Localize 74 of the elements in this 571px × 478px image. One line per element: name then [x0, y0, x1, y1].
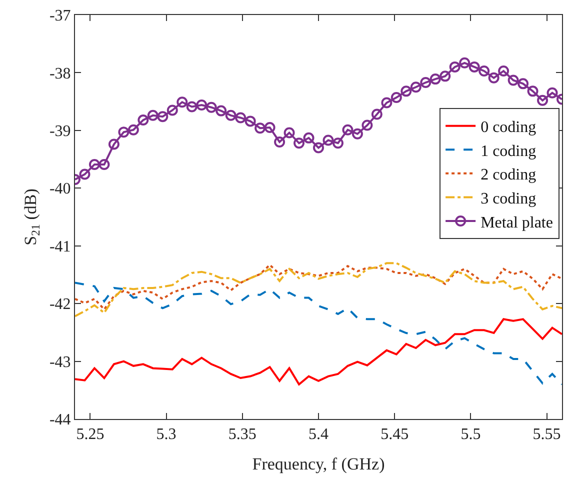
point — [371, 108, 382, 120]
point — [342, 124, 354, 136]
point — [88, 158, 100, 170]
legend-label: Metal plate — [480, 214, 553, 232]
y-tick-label: -37 — [49, 8, 71, 25]
x-tick-label: 5.45 — [380, 426, 409, 444]
x-tick-label: 5.25 — [76, 426, 104, 444]
point — [498, 65, 510, 76]
point — [352, 128, 363, 140]
point — [488, 72, 500, 84]
y-tick-label: -40 — [49, 180, 71, 198]
point — [254, 122, 266, 134]
y-tick-label: -44 — [49, 412, 71, 429]
point — [147, 110, 158, 121]
point — [216, 105, 227, 116]
point — [157, 111, 168, 122]
point — [546, 87, 558, 98]
point — [284, 127, 295, 138]
x-axis-title: Frequency, f (GHz) — [252, 454, 385, 474]
point — [244, 116, 256, 127]
point — [206, 102, 217, 113]
point — [235, 112, 246, 124]
point — [294, 138, 305, 149]
point — [390, 92, 402, 104]
point — [478, 65, 490, 76]
point — [362, 120, 373, 131]
point — [459, 57, 470, 68]
point — [138, 114, 149, 126]
point — [225, 110, 236, 121]
point — [527, 86, 538, 97]
point — [400, 86, 412, 97]
point — [264, 122, 276, 134]
line-series — [75, 264, 562, 310]
point — [468, 61, 480, 72]
y-tick-label: -39 — [49, 123, 71, 140]
point — [518, 78, 529, 90]
point — [313, 142, 324, 154]
point — [186, 101, 198, 112]
point — [332, 138, 344, 149]
point — [303, 132, 314, 144]
x-tick-label: 5.35 — [228, 426, 256, 444]
x-tick-label: 5.3 — [156, 426, 176, 444]
point — [166, 104, 178, 116]
y-tick-label: -42 — [49, 296, 71, 314]
legend-label: 3 coding — [480, 190, 536, 208]
point — [322, 134, 334, 146]
point — [440, 70, 451, 82]
point — [118, 126, 130, 138]
y-tick-label: -38 — [49, 65, 71, 82]
point — [79, 168, 90, 180]
point — [176, 96, 188, 108]
point — [410, 82, 422, 93]
point — [98, 158, 110, 170]
point — [420, 77, 432, 88]
legend-label: 0 coding — [480, 119, 536, 136]
legend-label: 2 coding — [480, 166, 536, 184]
point — [508, 74, 519, 86]
y-tick-label: -43 — [49, 354, 71, 371]
point — [108, 138, 120, 150]
point — [128, 124, 139, 136]
x-tick-label: 5.55 — [532, 426, 561, 444]
legend-label: 1 coding — [480, 142, 536, 160]
point — [430, 74, 441, 85]
x-tick-label: 5.4 — [308, 426, 328, 444]
point — [381, 97, 392, 108]
x-tick-label: 5.5 — [460, 426, 481, 444]
line-series — [75, 282, 562, 386]
line-series — [75, 262, 562, 318]
point — [537, 94, 548, 106]
line-series — [75, 318, 562, 386]
y-tick-label: -41 — [49, 238, 71, 256]
point — [274, 136, 286, 148]
point — [449, 61, 460, 72]
point — [196, 100, 208, 111]
